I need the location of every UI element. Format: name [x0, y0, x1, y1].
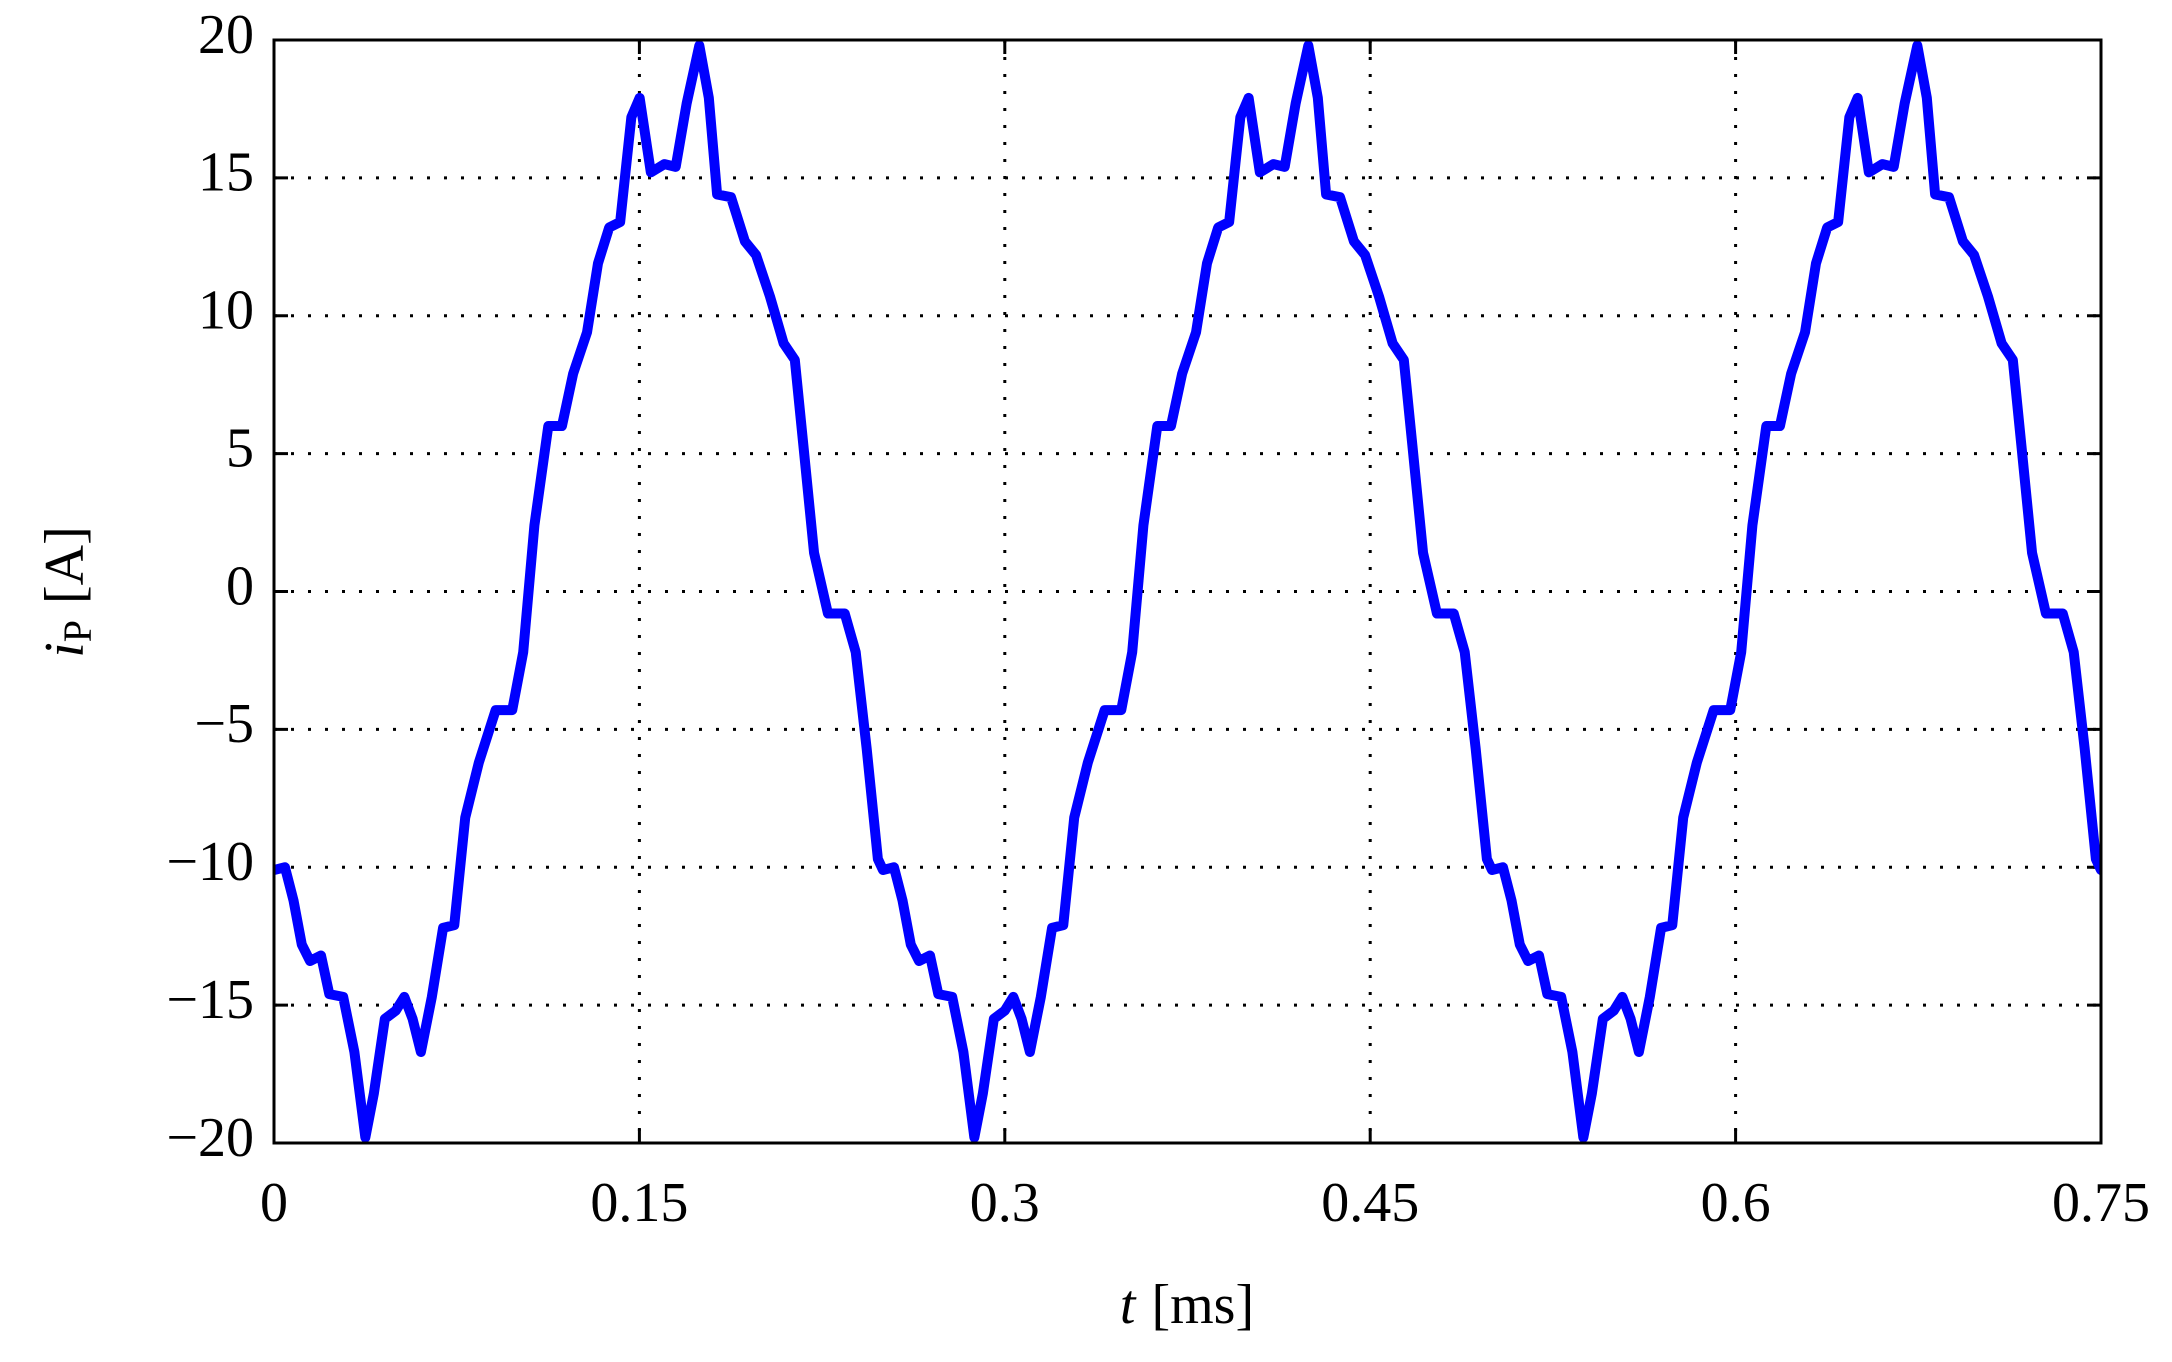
y-tick-label: −20: [166, 1107, 254, 1169]
y-axis-subscript: P: [55, 620, 100, 642]
x-tick-label: 0.75: [2052, 1172, 2150, 1234]
y-tick-label: 10: [198, 280, 254, 342]
x-tick-label: 0.45: [1321, 1172, 1419, 1234]
y-tick-label: −5: [194, 693, 254, 755]
y-tick-label: −15: [166, 969, 254, 1031]
y-axis-symbol: i: [34, 642, 96, 658]
x-tick-label: 0.3: [970, 1172, 1040, 1234]
y-tick-label: 20: [198, 4, 254, 66]
y-tick-label: 0: [226, 555, 254, 617]
y-axis-unit: [A]: [34, 526, 96, 604]
y-axis-label: iP [A]: [34, 526, 100, 658]
y-tick-label: 5: [226, 417, 254, 479]
y-tick-label: −10: [166, 831, 254, 893]
y-tick-label: 15: [198, 142, 254, 204]
x-tick-label: 0: [260, 1172, 288, 1234]
x-axis-symbol: t: [1120, 1274, 1137, 1336]
x-tick-label: 0.6: [1701, 1172, 1771, 1234]
x-axis-label: t [ms]: [1120, 1274, 1254, 1336]
x-axis-unit: [ms]: [1151, 1274, 1254, 1336]
data-line: [274, 40, 2101, 1143]
x-tick-label: 0.15: [590, 1172, 688, 1234]
plot-frame: [272, 38, 2103, 1145]
